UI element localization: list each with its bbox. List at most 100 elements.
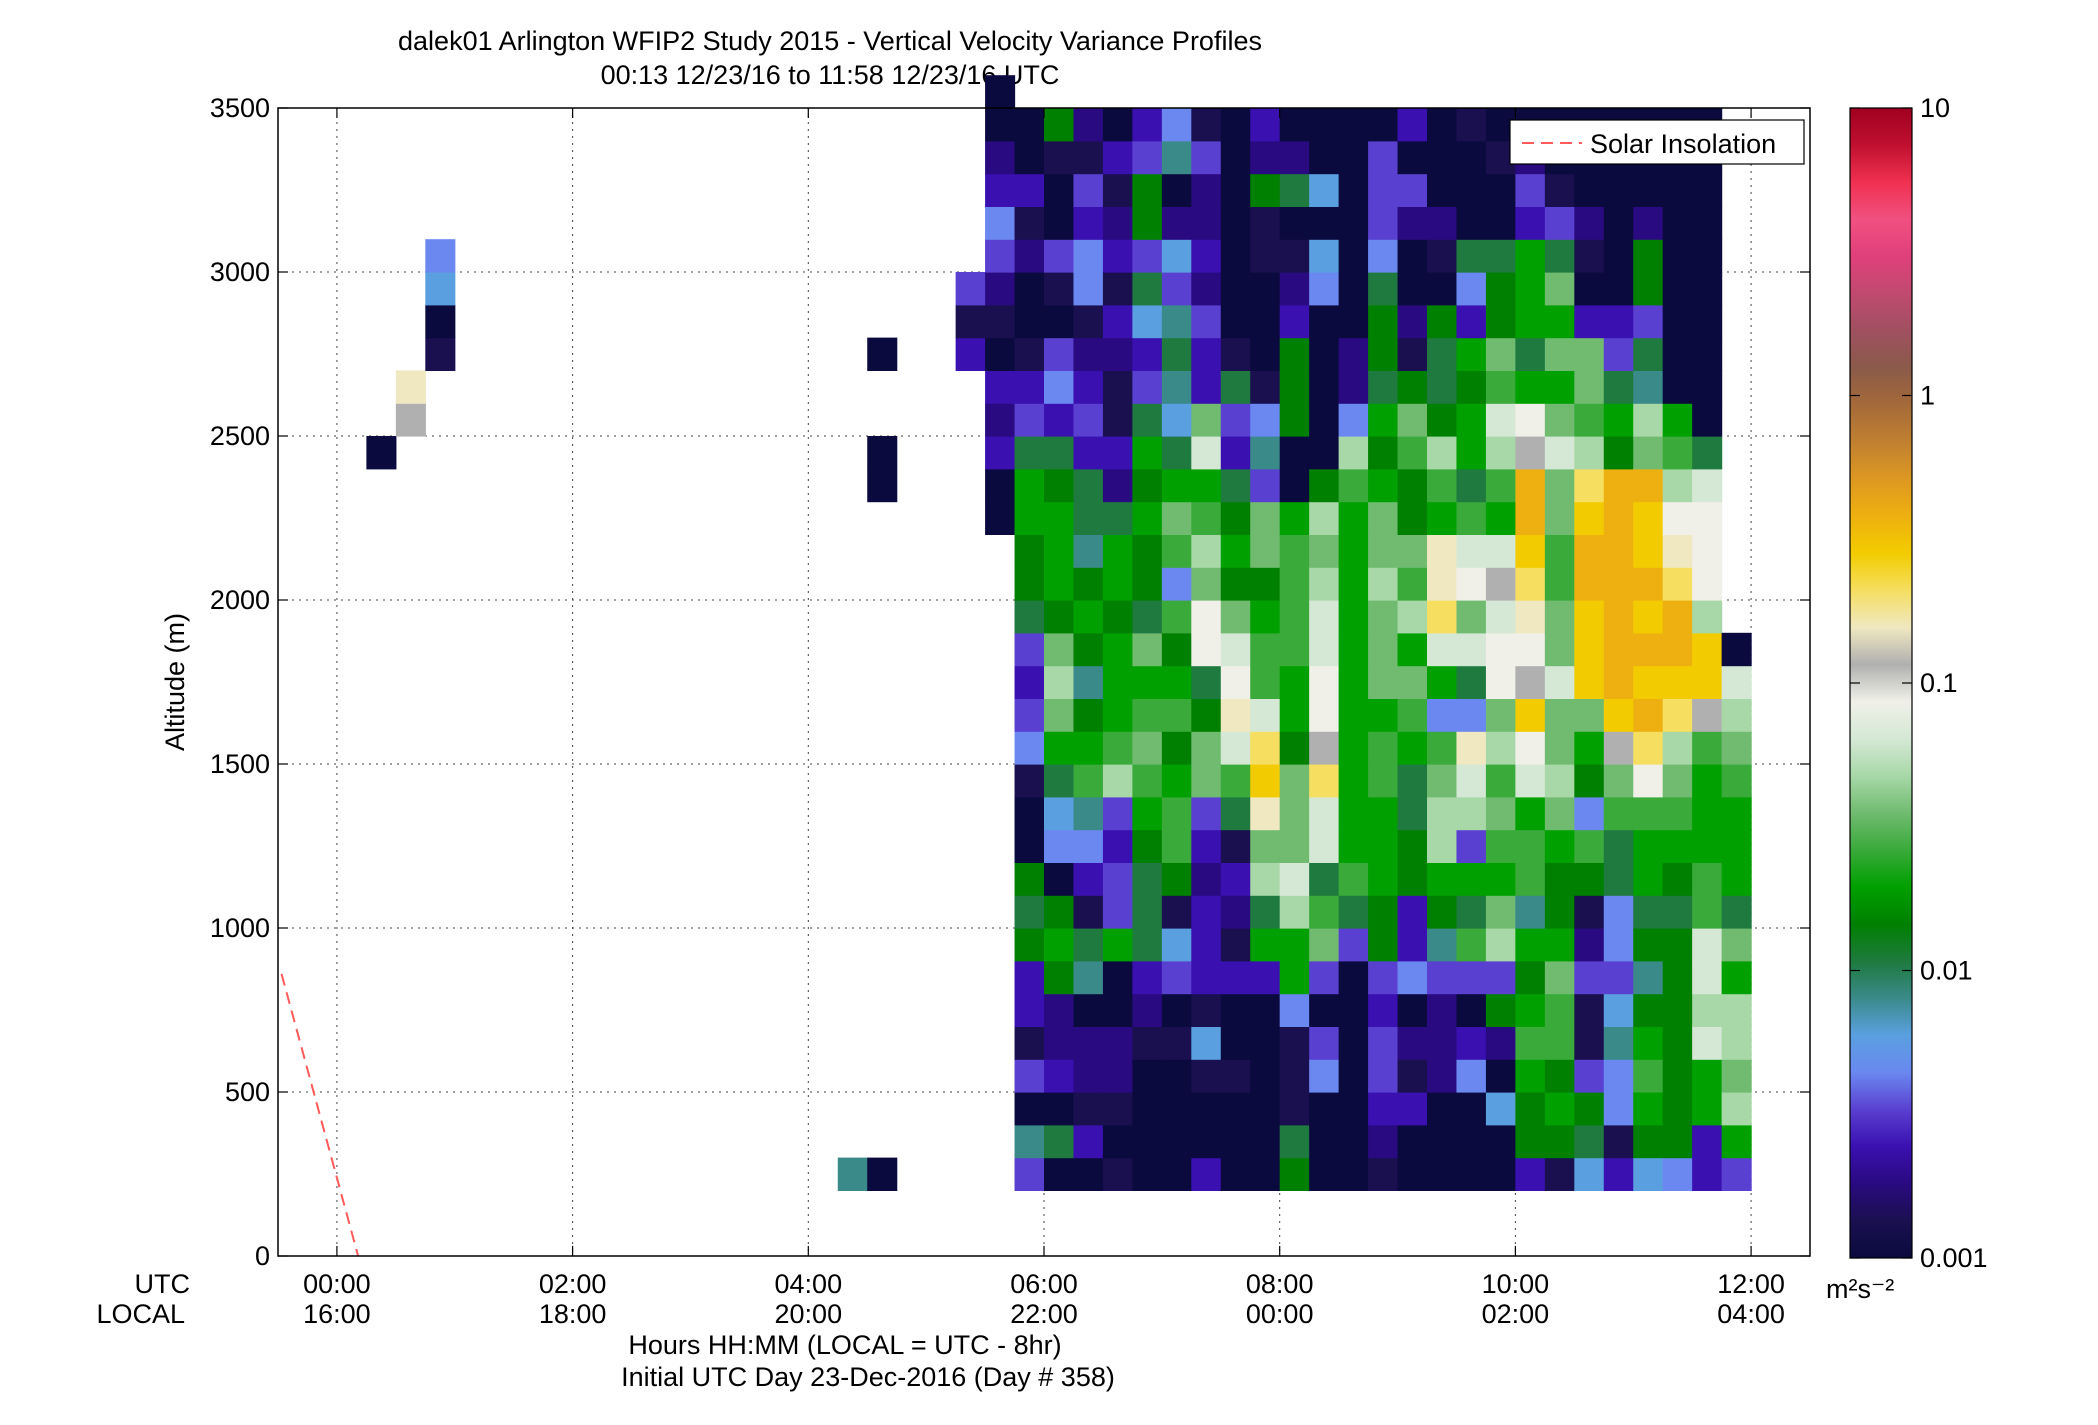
heatmap-cell xyxy=(1633,403,1664,437)
chart-subtitle: 00:13 12/23/16 to 11:58 12/23/16 UTC xyxy=(601,60,1060,90)
heatmap-cell xyxy=(1102,140,1133,175)
heatmap-cell xyxy=(1633,960,1664,995)
heatmap-cell xyxy=(1574,796,1605,831)
heatmap-cell xyxy=(1014,895,1045,929)
heatmap-cell xyxy=(1220,993,1251,1027)
heatmap-cell xyxy=(1515,1124,1546,1159)
heatmap-cell xyxy=(1544,304,1575,339)
solar-insolation-layer xyxy=(280,973,360,1257)
heatmap-cell xyxy=(1014,632,1045,667)
heatmap-cell xyxy=(1721,1059,1752,1093)
heatmap-cell xyxy=(1456,304,1487,339)
heatmap-cell xyxy=(1191,1124,1222,1159)
heatmap-cell xyxy=(1044,632,1075,667)
heatmap-cell xyxy=(1014,600,1045,634)
heatmap-cell xyxy=(1603,501,1634,535)
heatmap-cell xyxy=(1368,173,1399,207)
heatmap-cell xyxy=(1250,173,1281,207)
heatmap-cell xyxy=(1427,1092,1458,1126)
heatmap-cell xyxy=(1574,960,1605,995)
heatmap-cell xyxy=(1574,895,1605,929)
heatmap-cell xyxy=(1368,140,1399,175)
heatmap-cell xyxy=(1132,501,1163,535)
heatmap-cell xyxy=(1515,796,1546,831)
heatmap-cell xyxy=(1633,239,1664,273)
heatmap-cell xyxy=(1485,1092,1516,1126)
heatmap-cell xyxy=(1044,567,1075,601)
heatmap-cell xyxy=(1456,1059,1487,1093)
heatmap-cell xyxy=(1279,895,1310,929)
heatmap-cell xyxy=(1044,731,1075,765)
heatmap-cell xyxy=(1073,239,1104,273)
heatmap-cell xyxy=(1544,1124,1575,1159)
heatmap-cell xyxy=(1191,698,1222,732)
heatmap-cell xyxy=(1692,600,1723,634)
heatmap-cell xyxy=(1073,895,1104,929)
heatmap-cell xyxy=(1603,1026,1634,1060)
heatmap-cell xyxy=(1338,796,1369,831)
heatmap-cell xyxy=(1220,928,1251,962)
heatmap-cell xyxy=(1161,698,1192,732)
y-tick-label: 500 xyxy=(225,1077,270,1107)
heatmap-cell xyxy=(1250,895,1281,929)
heatmap-cell xyxy=(1633,173,1664,207)
heatmap-cell xyxy=(1250,1059,1281,1093)
heatmap-cell xyxy=(1073,272,1104,306)
y-tick-label: 1500 xyxy=(210,749,270,779)
solar-insolation-line xyxy=(280,973,360,1257)
heatmap-cell xyxy=(1279,239,1310,273)
heatmap-cell xyxy=(1161,731,1192,765)
heatmap-cell xyxy=(1073,534,1104,568)
heatmap-cell xyxy=(1338,370,1369,404)
heatmap-cell xyxy=(1014,1026,1045,1060)
heatmap-cell xyxy=(1044,764,1075,798)
heatmap-cell xyxy=(1309,829,1340,863)
heatmap-cell xyxy=(1309,1026,1340,1060)
x-tick-label-local: 22:00 xyxy=(1010,1299,1078,1329)
heatmap-cell xyxy=(1014,665,1045,699)
heatmap-cell xyxy=(1427,698,1458,732)
heatmap-cell xyxy=(1692,928,1723,962)
heatmap-cell xyxy=(1338,1059,1369,1093)
heatmap-cell xyxy=(1073,600,1104,634)
heatmap-cell xyxy=(1662,173,1693,207)
heatmap-cell xyxy=(1220,501,1251,535)
heatmap-cell xyxy=(1102,632,1133,667)
heatmap-cell xyxy=(1368,1026,1399,1060)
heatmap-cell xyxy=(1662,796,1693,831)
heatmap-cell xyxy=(1338,1157,1369,1191)
heatmap-cell xyxy=(1191,665,1222,699)
heatmap-cell xyxy=(985,206,1016,240)
heatmap-cell xyxy=(1397,928,1428,962)
heatmap-cell xyxy=(1368,698,1399,732)
heatmap-cell xyxy=(1132,928,1163,962)
heatmap-cell xyxy=(1692,731,1723,765)
x-tick-label-utc: 08:00 xyxy=(1246,1269,1314,1299)
x-tick-label-utc: 10:00 xyxy=(1482,1269,1550,1299)
heatmap-cell xyxy=(1544,862,1575,896)
heatmap-cell xyxy=(1338,1124,1369,1159)
heatmap-cell xyxy=(1044,108,1075,142)
heatmap-cell xyxy=(1368,272,1399,306)
heatmap-cell xyxy=(1692,304,1723,339)
heatmap-cell xyxy=(1132,665,1163,699)
heatmap-cell xyxy=(1279,1026,1310,1060)
heatmap-cell xyxy=(1633,206,1664,240)
heatmap-cell xyxy=(1397,337,1428,371)
heatmap-cell xyxy=(1721,764,1752,798)
heatmap-cell xyxy=(1250,1124,1281,1159)
heatmap-cell xyxy=(1368,731,1399,765)
heatmap-cell xyxy=(1574,1124,1605,1159)
heatmap-cell xyxy=(1456,501,1487,535)
heatmap-cell xyxy=(1721,829,1752,863)
heatmap-cell xyxy=(1662,403,1693,437)
heatmap-cell xyxy=(1073,1059,1104,1093)
heatmap-cell xyxy=(1014,140,1045,175)
heatmap-cell xyxy=(1073,1026,1104,1060)
heatmap-cell xyxy=(1515,1092,1546,1126)
heatmap-cell xyxy=(1633,665,1664,699)
heatmap-cell xyxy=(1191,960,1222,995)
heatmap-cell xyxy=(1574,1026,1605,1060)
heatmap-cell xyxy=(1073,108,1104,142)
heatmap-cell xyxy=(1515,239,1546,273)
